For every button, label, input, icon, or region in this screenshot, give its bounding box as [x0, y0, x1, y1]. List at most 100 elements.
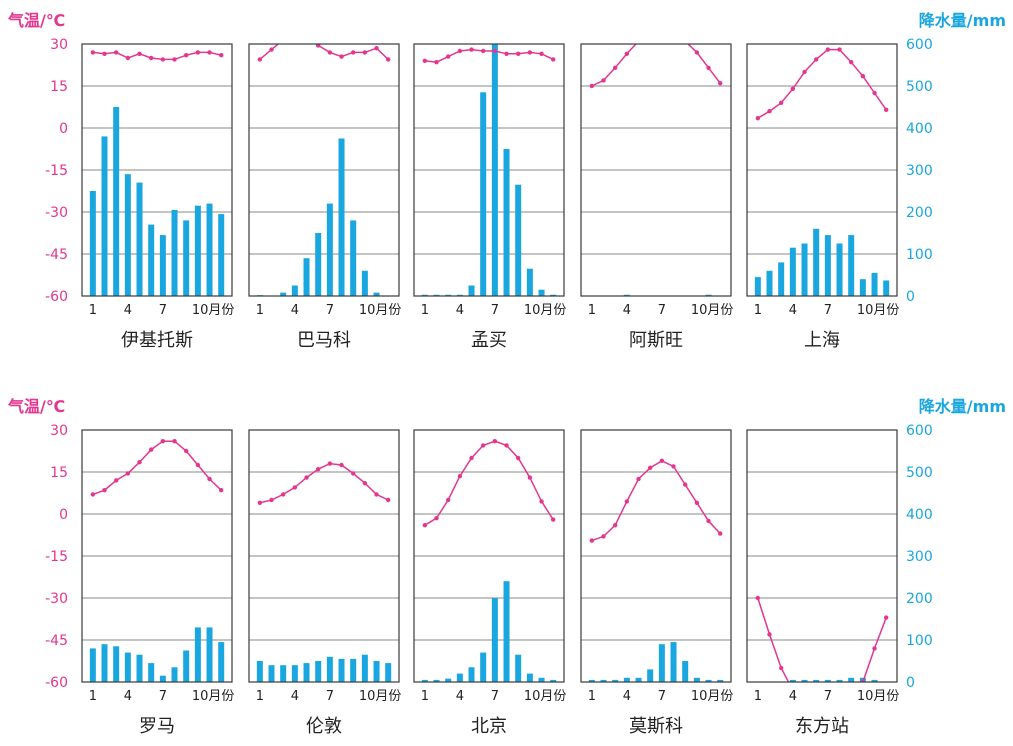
precip-bar — [836, 243, 843, 296]
station-name: 巴马科 — [297, 330, 351, 351]
temp-point — [515, 455, 521, 461]
temp-point — [694, 500, 700, 505]
precip-bar — [113, 107, 120, 296]
temp-point — [671, 464, 676, 469]
temp-point — [872, 646, 877, 651]
temp-point — [624, 51, 630, 56]
precip-bars — [89, 627, 225, 682]
precip-bar — [159, 235, 166, 296]
precip-tick-label: 500 — [906, 79, 933, 95]
precip-bar — [148, 663, 155, 682]
precip-bar — [194, 627, 201, 682]
temp-point — [422, 523, 428, 528]
temp-point — [386, 57, 391, 62]
precip-bar — [148, 224, 155, 296]
temp-point — [848, 60, 854, 65]
precip-bar — [717, 679, 724, 682]
precip-bar — [350, 220, 357, 296]
precip-bar — [456, 673, 463, 682]
precip-bar — [789, 679, 796, 682]
temp-point — [219, 488, 224, 493]
temp-point — [671, 33, 675, 37]
x-tick-label: 7 — [159, 303, 167, 318]
temp-point — [589, 538, 595, 543]
x-tick-label: 1 — [421, 689, 429, 704]
temp-point — [872, 90, 877, 96]
x-tick-label: 1 — [256, 303, 264, 318]
precip-bar — [171, 667, 178, 682]
precip-bar — [445, 678, 452, 682]
x-tick-label: 10月份 — [359, 689, 402, 704]
temp-point — [767, 109, 772, 114]
x-tick-label: 7 — [658, 303, 666, 318]
precip-bar — [218, 642, 225, 682]
temp-axis-title: 气温/℃ — [7, 11, 65, 30]
precip-tick-label: 200 — [906, 205, 933, 221]
temp-point — [515, 51, 521, 56]
temp-point — [183, 448, 189, 454]
precip-axis-title: 降水量/mm — [919, 11, 1006, 30]
temp-point — [589, 83, 595, 89]
temp-point — [292, 485, 298, 490]
station-name: 孟买 — [471, 330, 507, 351]
x-tick-label: 4 — [124, 689, 132, 704]
temp-point — [612, 65, 618, 71]
precip-bar — [801, 243, 808, 296]
temp-line — [591, 459, 721, 542]
temp-tick-label: 30 — [50, 423, 68, 439]
temp-point — [350, 471, 356, 476]
precip-bar — [136, 182, 143, 296]
temp-point — [767, 632, 772, 637]
temp-point — [884, 615, 889, 620]
temp-point — [269, 497, 274, 503]
precip-bar — [315, 233, 322, 296]
temp-point — [825, 47, 831, 52]
temp-point — [884, 107, 889, 113]
temp-point — [469, 47, 474, 52]
temp-point — [183, 53, 189, 58]
temp-point — [257, 57, 263, 62]
precip-bar — [303, 663, 310, 682]
x-tick-label: 4 — [623, 303, 631, 318]
panel-frame — [580, 43, 732, 297]
temp-point — [148, 55, 154, 61]
temp-line — [757, 48, 887, 119]
temp-series — [257, 44, 391, 62]
temp-tick-label: -30 — [45, 591, 68, 607]
temp-point — [422, 58, 428, 63]
precip-bar — [385, 663, 392, 682]
x-tick-label: 4 — [124, 303, 132, 318]
temp-point — [469, 455, 474, 461]
precip-bar — [361, 654, 368, 682]
precip-bar — [491, 598, 498, 682]
temp-point — [837, 47, 842, 52]
precip-bar — [789, 247, 796, 296]
precip-bars — [421, 581, 557, 682]
temp-point — [195, 50, 201, 55]
precip-bar — [658, 644, 665, 682]
x-tick-label: 7 — [491, 689, 499, 704]
precip-bar — [813, 679, 820, 682]
temp-tick-label: 0 — [59, 121, 68, 137]
temp-point — [125, 471, 131, 476]
temp-point — [636, 476, 641, 482]
precip-bars — [421, 44, 557, 296]
precip-bar — [206, 627, 213, 682]
precip-bar — [491, 44, 498, 296]
temp-point — [778, 100, 784, 106]
temp-point — [315, 44, 321, 48]
precip-bar — [859, 279, 866, 296]
temp-point — [659, 458, 665, 463]
precip-bar — [183, 650, 190, 682]
precip-bar — [848, 677, 855, 682]
temp-line — [259, 44, 389, 60]
precip-bar — [550, 294, 557, 296]
precip-tick-label: 0 — [906, 289, 915, 305]
temp-point — [207, 50, 212, 55]
precip-bar — [159, 675, 166, 682]
